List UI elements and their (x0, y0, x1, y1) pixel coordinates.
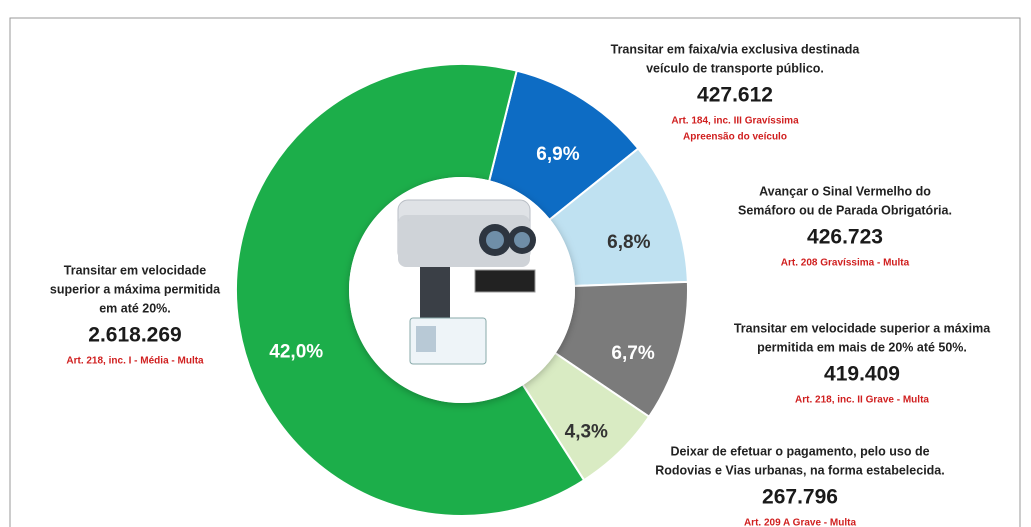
slice-description: Semáforo ou de Parada Obrigatória. (738, 203, 952, 217)
percent-label: 4,3% (565, 421, 608, 442)
legal-note: Art. 218, inc. I - Média - Multa (66, 356, 204, 367)
slice-description: permitida em mais de 20% até 50%. (757, 340, 967, 354)
legal-note: Apreensão do veículo (683, 132, 787, 143)
count: 419.409 (824, 363, 900, 386)
count: 267.796 (762, 486, 838, 509)
percent-label: 6,7% (611, 343, 654, 364)
slice-description: em até 20%. (99, 301, 171, 315)
slice-description: Rodovias e Vias urbanas, na forma estabe… (655, 463, 944, 477)
slice-description: Transitar em faixa/via exclusiva destina… (611, 42, 861, 56)
slice-description: veículo de transporte público. (646, 61, 824, 75)
infographic: 6,9% 6,8% 6,7% 4,3% 42,0% Transitar em faixa… (0, 0, 1031, 527)
legal-note: Art. 208 Gravíssima - Multa (781, 258, 910, 269)
slice-description: Transitar em velocidade (64, 263, 206, 277)
slice-description: Avançar o Sinal Vermelho do (759, 184, 931, 198)
legal-note: Art. 209 A Grave - Multa (744, 518, 857, 527)
percent-label: 6,9% (536, 144, 579, 165)
legal-note: Art. 218, inc. II Grave - Multa (795, 395, 929, 406)
slice-description: Deixar de efetuar o pagamento, pelo uso … (670, 444, 929, 458)
legal-note: Art. 184, inc. III Gravíssima (671, 116, 799, 127)
slice-description: Transitar em velocidade superior a máxim… (734, 321, 991, 335)
percent-label: 6,8% (607, 232, 650, 253)
count: 426.723 (807, 226, 883, 249)
slice-description: superior a máxima permitida (50, 282, 221, 296)
percent-label: 42,0% (269, 341, 323, 362)
count: 427.612 (697, 84, 773, 107)
count: 2.618.269 (88, 324, 181, 347)
